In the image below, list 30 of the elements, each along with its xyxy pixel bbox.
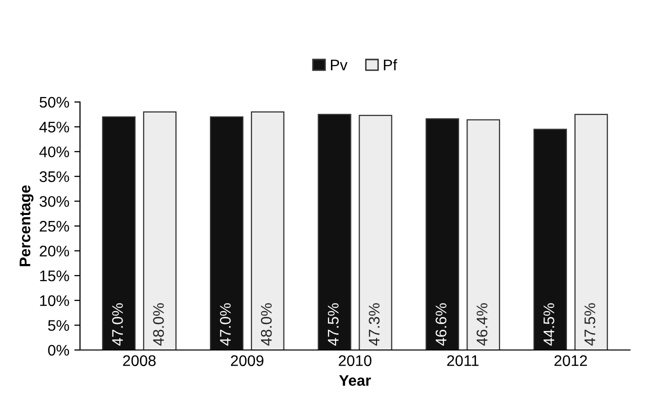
data-label: 47.0% xyxy=(220,303,231,346)
y-tick-label: 25% xyxy=(40,220,70,232)
x-tick-label: 2011 xyxy=(447,355,479,366)
legend-label: Pf xyxy=(384,59,398,70)
data-label: 47.5% xyxy=(584,303,596,346)
x-tick-label: 2012 xyxy=(554,355,587,366)
y-tick-label: 5% xyxy=(48,320,70,331)
y-tick-label: 50% xyxy=(40,96,70,108)
data-label: 46.6% xyxy=(436,303,446,346)
data-label: 44.5% xyxy=(544,303,554,346)
y-tick-label: 30% xyxy=(40,196,70,207)
y-tick-label: 40% xyxy=(39,146,70,158)
data-label: 48.0% xyxy=(260,303,272,346)
y-tick-label: 0% xyxy=(48,344,70,356)
x-axis-title: Year xyxy=(339,375,371,386)
data-label: 46.4% xyxy=(476,303,488,346)
data-label: 47.5% xyxy=(328,303,339,346)
y-tick-label: 20% xyxy=(40,246,70,256)
data-label: 47.0% xyxy=(112,303,123,346)
x-tick-label: 2008 xyxy=(123,355,156,366)
x-tick-label: 2010 xyxy=(338,355,372,366)
y-tick-label: 45% xyxy=(39,122,70,132)
x-tick-label: 2009 xyxy=(230,355,264,366)
data-label: 48.0% xyxy=(153,303,164,346)
y-tick-label: 10% xyxy=(40,295,70,306)
y-tick-label: 15% xyxy=(40,270,70,282)
y-axis-title: Percentage xyxy=(20,185,34,266)
legend-label: Pv xyxy=(330,60,348,70)
y-tick-label: 35% xyxy=(40,171,70,182)
data-label: 47.3% xyxy=(368,303,380,346)
